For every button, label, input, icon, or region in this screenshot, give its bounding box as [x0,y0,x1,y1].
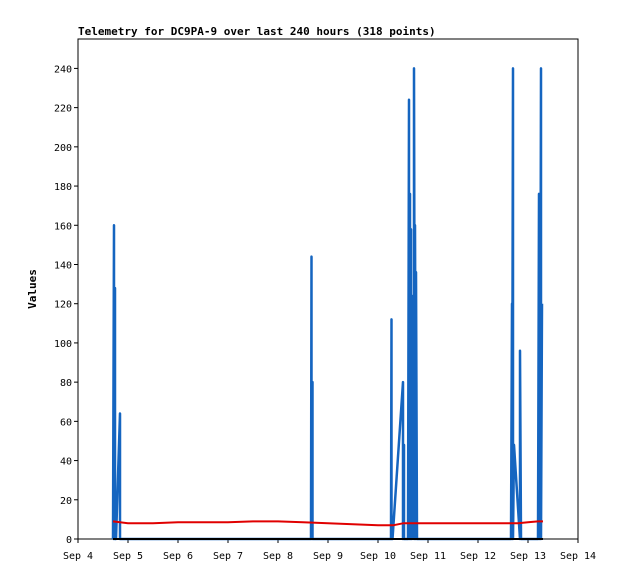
x-tick-label: Sep 4 [63,551,93,562]
x-tick-label: Sep 10 [360,551,396,562]
chart-title: Telemetry for DC9PA-9 over last 240 hour… [78,25,436,38]
x-tick-label: Sep 11 [410,551,446,562]
x-tick-label: Sep 8 [263,551,293,562]
y-tick-label: 220 [54,104,72,115]
y-tick-label: 120 [54,300,72,311]
series-line-1 [111,67,544,541]
y-tick-label: 160 [54,221,72,232]
y-tick-label: 60 [60,417,72,428]
chart-series [111,67,544,541]
y-tick-label: 0 [66,535,72,546]
series-line-2 [112,520,543,527]
x-tick-label: Sep 12 [460,551,496,562]
x-tick-label: Sep 9 [313,551,343,562]
x-tick-label: Sep 7 [213,551,243,562]
y-tick-label: 80 [60,378,72,389]
x-tick-label: Sep 5 [113,551,143,562]
y-tick-label: 20 [60,496,72,507]
y-tick-label: 140 [54,260,72,271]
y-axis-label: Values [26,269,39,309]
x-tick-label: Sep 14 [560,551,596,562]
y-tick-label: 180 [54,182,72,193]
x-tick-label: Sep 13 [510,551,546,562]
y-tick-label: 40 [60,457,72,468]
plot-frame [77,38,579,540]
y-tick-label: 200 [54,143,72,154]
y-tick-label: 240 [54,64,72,75]
x-tick-label: Sep 6 [163,551,193,562]
y-tick-label: 100 [54,339,72,350]
axis-ticks: Sep 4 Sep 5 Sep 6 Sep 7 Sep 8 Sep 9 Sep 10 Sep … [54,64,596,562]
